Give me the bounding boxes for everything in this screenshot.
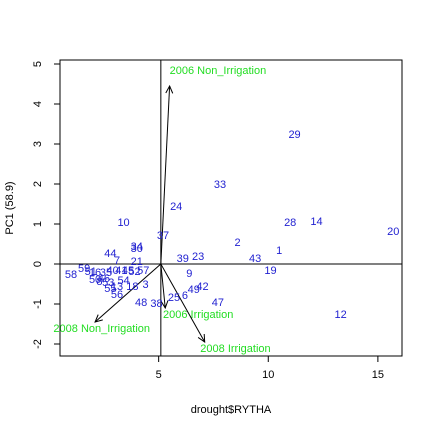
y-axis-title: PC1 (58.9) bbox=[4, 181, 16, 234]
point-label: 50 bbox=[89, 274, 101, 286]
point-label: 40 bbox=[106, 265, 118, 277]
vector-line bbox=[160, 263, 166, 309]
point-label: 58 bbox=[65, 269, 77, 281]
x-tick-label: 15 bbox=[372, 369, 384, 381]
point-label: 53 bbox=[102, 277, 114, 289]
point-label: 46 bbox=[98, 273, 110, 285]
point-label: 19 bbox=[264, 265, 276, 277]
point-label: 28 bbox=[284, 217, 296, 229]
point-label: 34 bbox=[131, 241, 143, 253]
point-label: 23 bbox=[192, 251, 204, 263]
y-tick-label: 0 bbox=[32, 261, 44, 267]
point-label: 51 bbox=[85, 266, 97, 278]
vector-line bbox=[160, 263, 206, 343]
point-label: 13 bbox=[111, 281, 123, 293]
vector-label: 2008 Non_Irrigation bbox=[53, 323, 150, 335]
vector-line bbox=[160, 85, 171, 265]
point-label: 12 bbox=[334, 309, 346, 321]
point-label: 45 bbox=[122, 265, 134, 277]
point-label: 56 bbox=[111, 289, 123, 301]
point-label: 59 bbox=[78, 263, 90, 275]
point-label: 49 bbox=[188, 284, 200, 296]
y-tick-label: 2 bbox=[32, 181, 44, 187]
vector-arrowhead bbox=[165, 84, 174, 94]
vector-label: 2006 Non_Irrigation bbox=[170, 65, 267, 77]
point-label: 30 bbox=[131, 243, 143, 255]
point-label: 57 bbox=[137, 265, 149, 277]
point-label: 3 bbox=[142, 279, 148, 291]
point-label: 18 bbox=[126, 281, 138, 293]
vector-arrowhead bbox=[160, 300, 169, 310]
point-label: 39 bbox=[177, 253, 189, 265]
plot-frame bbox=[59, 59, 403, 357]
loading-vectors: 2006 Non_Irrigation 2006 Irrigation 2008 I… bbox=[53, 65, 270, 355]
x-axis-title: drought$RYTHA bbox=[191, 404, 272, 416]
y-tick-label: 5 bbox=[32, 61, 44, 67]
point-label: 25 bbox=[168, 292, 180, 304]
point-label: 24 bbox=[170, 201, 182, 213]
point-label: 16 bbox=[89, 267, 101, 279]
point-label: 21 bbox=[131, 256, 143, 268]
point-label: 33 bbox=[214, 179, 226, 191]
point-label: 44 bbox=[104, 248, 116, 260]
point-label: 38 bbox=[150, 298, 162, 310]
point-label: 9 bbox=[186, 268, 192, 280]
y-tick-label: -2 bbox=[32, 339, 44, 349]
point-label: 6 bbox=[182, 290, 188, 302]
point-label: 2 bbox=[235, 237, 241, 249]
reference-lines bbox=[60, 60, 402, 356]
point-label: 14 bbox=[310, 216, 322, 228]
vector-label: 2006 Irrigation bbox=[163, 309, 233, 321]
point-label: 8 bbox=[96, 276, 102, 288]
point-label: 54 bbox=[117, 275, 129, 287]
point-label: 52 bbox=[128, 266, 140, 278]
point-label: 29 bbox=[288, 129, 300, 141]
point-label: 48 bbox=[135, 297, 147, 309]
vector-arrowhead bbox=[94, 314, 103, 323]
point-label: 10 bbox=[117, 217, 129, 229]
x-tick-label: 5 bbox=[156, 369, 162, 381]
point-label: 42 bbox=[196, 281, 208, 293]
x-tick-label: 10 bbox=[262, 369, 274, 381]
y-tick-label: -1 bbox=[32, 299, 44, 309]
vector-line bbox=[94, 263, 162, 323]
point-label: 7 bbox=[114, 255, 120, 267]
y-tick-label: 4 bbox=[32, 101, 44, 107]
axes bbox=[59, 59, 403, 357]
point-label: 55 bbox=[104, 283, 116, 295]
vector-label: 2008 Irrigation bbox=[200, 343, 270, 355]
point-label: 37 bbox=[157, 230, 169, 242]
point-label: 41 bbox=[115, 265, 127, 277]
y-tick-label: 1 bbox=[32, 221, 44, 227]
vector-arrowhead bbox=[197, 333, 206, 344]
point-label: 35 bbox=[100, 267, 112, 279]
point-label: 1 bbox=[276, 245, 282, 257]
point-label: 20 bbox=[387, 226, 399, 238]
point-label: 47 bbox=[212, 297, 224, 309]
point-label: 43 bbox=[249, 253, 261, 265]
y-tick-label: 3 bbox=[32, 141, 44, 147]
